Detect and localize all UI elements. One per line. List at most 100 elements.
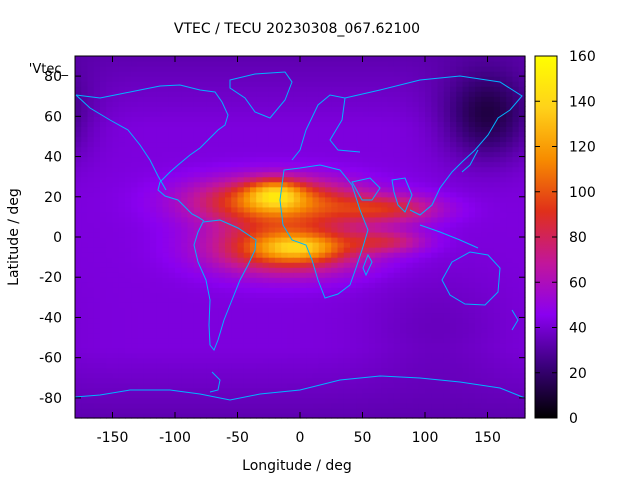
heatmap-cell bbox=[456, 101, 463, 107]
heatmap-cell bbox=[431, 232, 438, 238]
heatmap-cell bbox=[250, 363, 257, 369]
heatmap-cell bbox=[325, 192, 332, 198]
heatmap-cell bbox=[381, 207, 388, 213]
heatmap-cell bbox=[169, 252, 176, 258]
heatmap-cell bbox=[450, 302, 457, 308]
heatmap-cell bbox=[94, 177, 101, 183]
heatmap-cell bbox=[363, 131, 370, 137]
heatmap-cell bbox=[113, 338, 120, 344]
heatmap-cell bbox=[88, 71, 95, 77]
heatmap-cell bbox=[300, 187, 307, 193]
heatmap-cell bbox=[100, 358, 107, 364]
heatmap-cell bbox=[194, 172, 201, 178]
heatmap-cell bbox=[175, 277, 182, 283]
heatmap-cell bbox=[413, 101, 420, 107]
heatmap-cell bbox=[263, 322, 270, 328]
heatmap-cell bbox=[288, 403, 295, 409]
heatmap-cell bbox=[206, 61, 213, 67]
heatmap-cell bbox=[125, 312, 132, 318]
heatmap-cell bbox=[388, 242, 395, 248]
heatmap-cell bbox=[206, 272, 213, 278]
heatmap-cell bbox=[163, 262, 170, 268]
heatmap-cell bbox=[438, 136, 445, 142]
heatmap-cell bbox=[244, 131, 251, 137]
heatmap-cell bbox=[413, 237, 420, 243]
heatmap-cell bbox=[369, 126, 376, 132]
heatmap-cell bbox=[281, 393, 288, 399]
heatmap-cell bbox=[475, 222, 482, 228]
heatmap-cell bbox=[344, 363, 351, 369]
heatmap-cell bbox=[225, 403, 232, 409]
heatmap-cell bbox=[125, 147, 132, 153]
heatmap-cell bbox=[213, 61, 220, 67]
heatmap-cell bbox=[281, 373, 288, 379]
heatmap-cell bbox=[425, 66, 432, 72]
heatmap-cell bbox=[81, 368, 88, 374]
heatmap-cell bbox=[275, 66, 282, 72]
heatmap-cell bbox=[175, 358, 182, 364]
heatmap-cell bbox=[244, 177, 251, 183]
heatmap-cell bbox=[363, 81, 370, 87]
heatmap-cell bbox=[269, 106, 276, 112]
heatmap-cell bbox=[481, 182, 488, 188]
heatmap-cell bbox=[463, 363, 470, 369]
heatmap-cell bbox=[413, 358, 420, 364]
heatmap-cell bbox=[88, 187, 95, 193]
heatmap-cell bbox=[263, 277, 270, 283]
heatmap-cell bbox=[181, 56, 188, 62]
heatmap-cell bbox=[125, 252, 132, 258]
heatmap-cell bbox=[156, 363, 163, 369]
heatmap-cell bbox=[81, 297, 88, 303]
heatmap-cell bbox=[100, 398, 107, 404]
heatmap-cell bbox=[294, 343, 301, 349]
heatmap-cell bbox=[281, 126, 288, 132]
heatmap-cell bbox=[325, 86, 332, 92]
heatmap-cell bbox=[288, 187, 295, 193]
heatmap-cell bbox=[75, 297, 82, 303]
heatmap-cell bbox=[481, 222, 488, 228]
heatmap-cell bbox=[425, 96, 432, 102]
heatmap-cell bbox=[75, 131, 82, 137]
heatmap-cell bbox=[413, 282, 420, 288]
heatmap-cell bbox=[444, 126, 451, 132]
heatmap-cell bbox=[144, 121, 151, 127]
heatmap-cell bbox=[106, 187, 113, 193]
heatmap-cell bbox=[494, 317, 501, 323]
heatmap-cell bbox=[231, 272, 238, 278]
heatmap-cell bbox=[300, 272, 307, 278]
heatmap-cell bbox=[338, 307, 345, 313]
heatmap-cell bbox=[481, 167, 488, 173]
heatmap-cell bbox=[188, 358, 195, 364]
heatmap-cell bbox=[394, 242, 401, 248]
heatmap-cell bbox=[175, 363, 182, 369]
heatmap-cell bbox=[200, 232, 207, 238]
heatmap-cell bbox=[294, 86, 301, 92]
heatmap-cell bbox=[331, 403, 338, 409]
heatmap-cell bbox=[294, 217, 301, 223]
heatmap-cell bbox=[463, 272, 470, 278]
heatmap-cell bbox=[275, 131, 282, 137]
heatmap-cell bbox=[381, 312, 388, 318]
heatmap-cell bbox=[181, 252, 188, 258]
heatmap-cell bbox=[206, 348, 213, 354]
heatmap-cell bbox=[113, 232, 120, 238]
heatmap-cell bbox=[188, 101, 195, 107]
heatmap-cell bbox=[88, 333, 95, 339]
heatmap-cell bbox=[456, 126, 463, 132]
heatmap-cell bbox=[206, 126, 213, 132]
heatmap-cell bbox=[419, 232, 426, 238]
heatmap-cell bbox=[144, 333, 151, 339]
heatmap-cell bbox=[225, 177, 232, 183]
heatmap-cell bbox=[419, 116, 426, 122]
heatmap-cell bbox=[425, 162, 432, 168]
heatmap-cell bbox=[325, 207, 332, 213]
heatmap-cell bbox=[275, 363, 282, 369]
heatmap-cell bbox=[300, 86, 307, 92]
heatmap-cell bbox=[163, 136, 170, 142]
heatmap-cell bbox=[425, 383, 432, 389]
heatmap-cell bbox=[400, 267, 407, 273]
heatmap-cell bbox=[288, 56, 295, 62]
heatmap-cell bbox=[344, 247, 351, 253]
heatmap-cell bbox=[400, 131, 407, 137]
heatmap-cell bbox=[188, 282, 195, 288]
